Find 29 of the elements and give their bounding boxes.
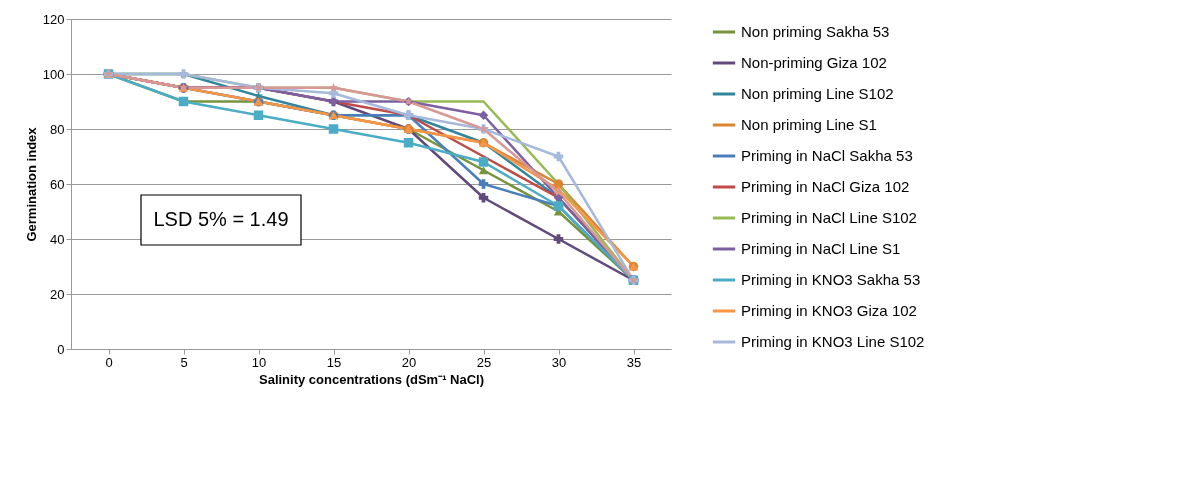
x-axis-title: Salinity concentrations (dSm⁻¹ NaCl): [258, 371, 485, 387]
x-tick-label: 5: [180, 354, 188, 370]
y-tick-label: 20: [50, 286, 65, 302]
x-tick-label: 30: [551, 354, 567, 370]
legend-label: Priming in NaCl Line S102: [741, 209, 917, 226]
y-tick-label: 120: [42, 11, 65, 27]
x-tick-label: 10: [251, 354, 267, 370]
legend-label: Priming in NaCl Giza 102: [741, 178, 910, 195]
legend-label: Non-priming Giza 102: [741, 54, 887, 71]
y-tick-label: 40: [50, 231, 65, 247]
x-tick-label: 15: [326, 354, 342, 370]
y-tick-label: 80: [50, 121, 65, 137]
legend-label: Priming in KNO3 Sakha 53: [741, 271, 921, 288]
legend-label: Priming in NaCl Sakha 53: [741, 147, 913, 164]
x-tick-label: 25: [476, 354, 492, 370]
legend-label: Priming in KNO3 Giza 102: [741, 302, 917, 319]
x-tick-label: 35: [626, 354, 642, 370]
x-tick-label: 0: [105, 354, 113, 370]
x-tick-label: 20: [401, 354, 417, 370]
y-tick-label: 100: [42, 66, 65, 82]
y-axis-title: Germination index: [23, 126, 39, 242]
legend-label: Priming in KNO3 Line S102: [741, 333, 925, 350]
y-tick-label: 0: [57, 341, 65, 357]
legend-label: Non priming Line S1: [741, 116, 877, 133]
legend-label: Priming in NaCl Line S1: [741, 240, 901, 257]
legend-label: Non priming Sakha 53: [741, 23, 890, 40]
annotation: LSD 5% = 1.49: [153, 208, 289, 230]
y-tick-label: 60: [50, 176, 65, 192]
legend-label: Non priming Line S102: [741, 85, 894, 102]
